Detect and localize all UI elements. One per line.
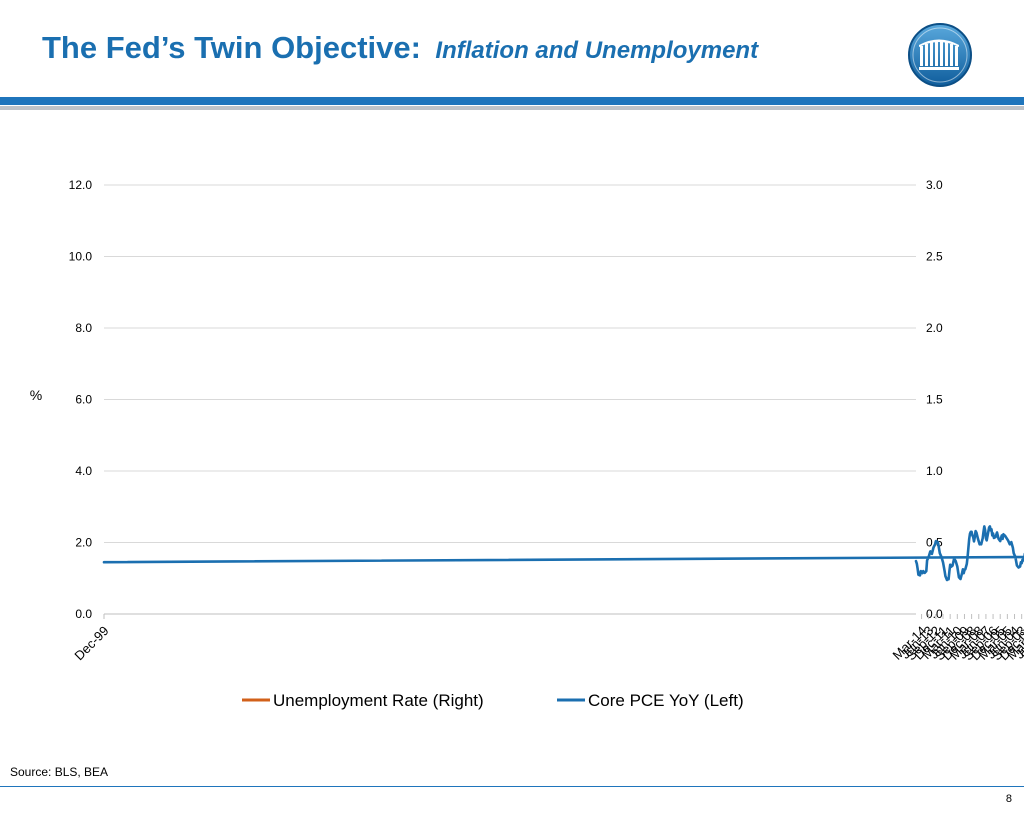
left-axis-tick-label: 10.0	[69, 250, 93, 264]
legend-label-unemployment: Unemployment Rate (Right)	[273, 691, 484, 710]
legend-label-core-pce: Core PCE YoY (Left)	[588, 691, 744, 710]
left-axis-tick-label: 8.0	[75, 321, 92, 335]
federal-building-columns-logo-icon	[908, 23, 972, 87]
title-subtitle: Inflation and Unemployment	[435, 37, 759, 64]
footer-divider	[0, 786, 1024, 787]
right-axis-tick-label: 2.5	[926, 250, 943, 264]
header-divider-grey	[0, 106, 1024, 110]
left-axis-tick-label: 6.0	[75, 393, 92, 407]
right-axis-tick-label: 1.5	[926, 393, 943, 407]
left-axis-tick-label: 4.0	[75, 464, 92, 478]
header-divider-blue	[0, 97, 1024, 105]
dual-axis-line-chart: 0.0 0.02.0 0.54.0 1.06.0 1.58.0 2.010.0 2.512.…	[30, 178, 1024, 710]
left-axis-tick-label: 12.0	[69, 178, 93, 192]
right-axis-tick-label: 3.0	[926, 178, 943, 192]
left-axis-tick-label: 2.0	[75, 536, 92, 550]
page-number: 8	[1005, 793, 1012, 805]
right-axis-tick-label: 1.0	[926, 464, 943, 478]
x-axis-tick-label: Dec-99	[71, 623, 111, 663]
right-axis-tick-label: 0.0	[926, 607, 943, 621]
left-axis-tick-label: 0.0	[75, 607, 92, 621]
right-axis-tick-label: 2.0	[926, 321, 943, 335]
y-axis-label: %	[30, 387, 42, 403]
title-main: The Fed’s Twin Objective:	[42, 30, 421, 65]
source-note: Source: BLS, BEA	[10, 765, 109, 779]
core-pce-line	[102, 525, 1024, 582]
slide-title: The Fed’s Twin Objective: Inflation and …	[42, 30, 758, 66]
